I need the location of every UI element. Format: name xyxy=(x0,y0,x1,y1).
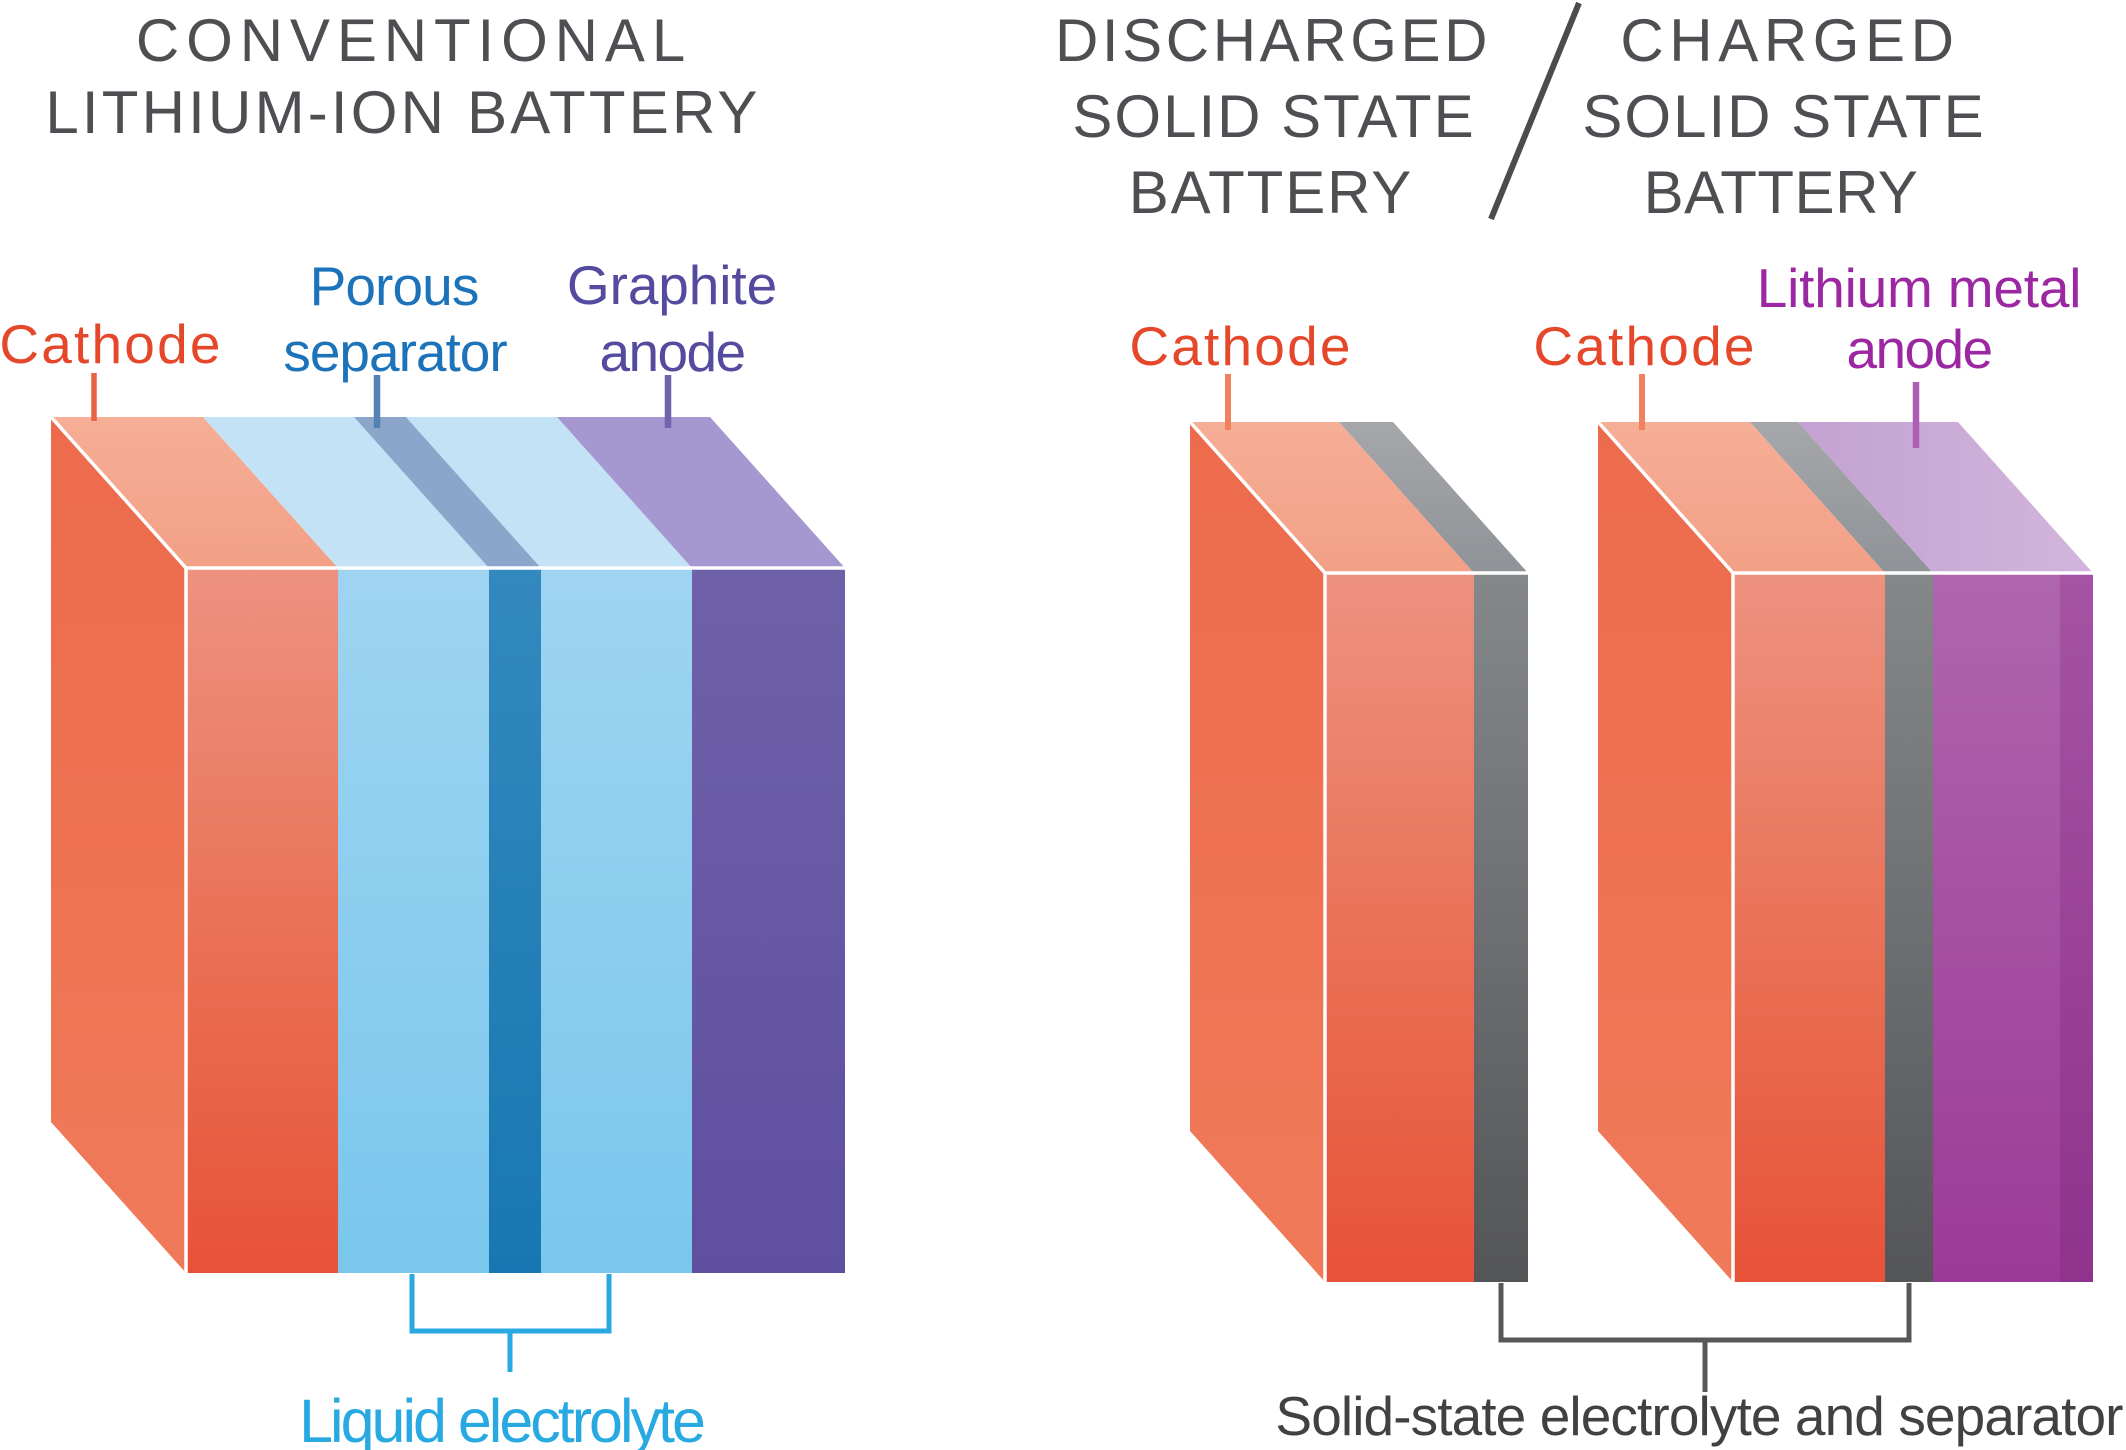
svg-text:DISCHARGED: DISCHARGED xyxy=(1055,7,1491,74)
svg-text:Cathode: Cathode xyxy=(1129,315,1352,377)
svg-text:BATTERY: BATTERY xyxy=(1129,159,1413,226)
svg-text:Lithium metal: Lithium metal xyxy=(1757,257,2081,319)
svg-text:Graphite: Graphite xyxy=(567,254,777,316)
svg-text:BATTERY: BATTERY xyxy=(1644,159,1919,226)
svg-text:Cathode: Cathode xyxy=(1533,315,1756,377)
svg-text:separator: separator xyxy=(283,321,507,383)
svg-text:Liquid electrolyte: Liquid electrolyte xyxy=(299,1387,704,1450)
svg-text:CHARGED: CHARGED xyxy=(1620,7,1959,74)
svg-text:anode: anode xyxy=(600,321,745,383)
svg-text:SOLID STATE: SOLID STATE xyxy=(1582,83,1985,150)
svg-text:Porous: Porous xyxy=(310,255,479,317)
svg-text:Cathode: Cathode xyxy=(0,313,223,375)
svg-text:Solid-state electrolyte and se: Solid-state electrolyte and separator xyxy=(1275,1385,2123,1447)
svg-text:LITHIUM-ION BATTERY: LITHIUM-ION BATTERY xyxy=(45,79,760,146)
svg-text:CONVENTIONAL: CONVENTIONAL xyxy=(136,7,692,74)
svg-text:anode: anode xyxy=(1847,318,1992,380)
svg-text:SOLID STATE: SOLID STATE xyxy=(1072,83,1475,150)
